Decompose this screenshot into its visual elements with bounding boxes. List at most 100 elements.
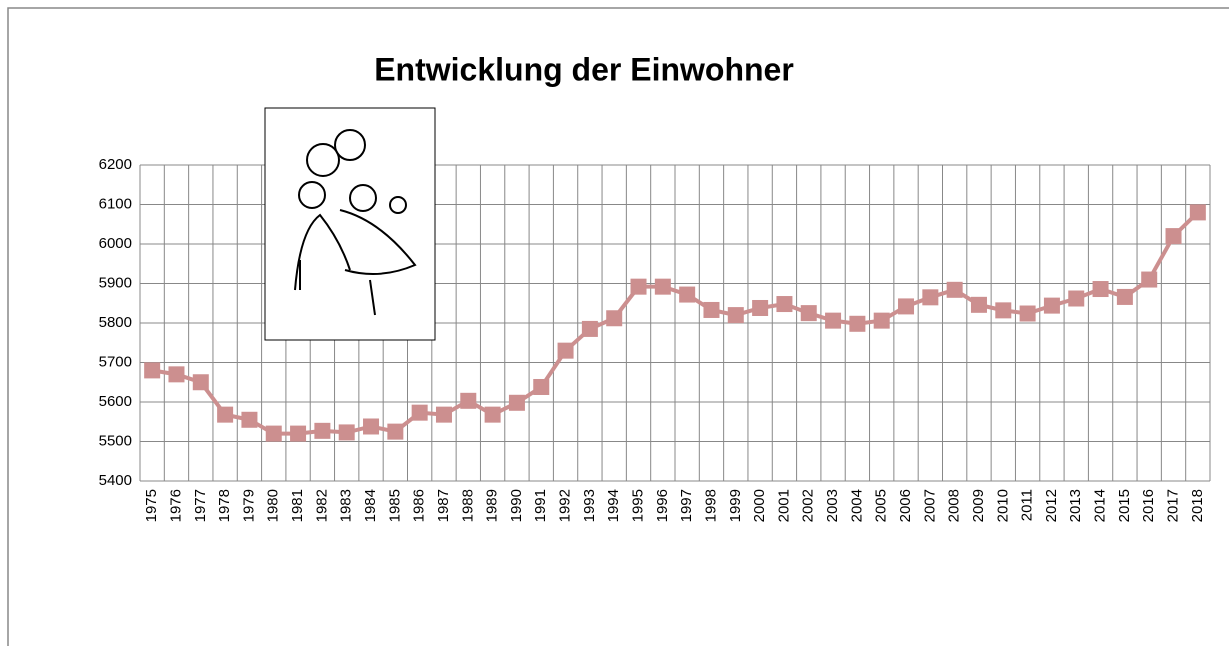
- y-tick-label: 6100: [99, 195, 132, 212]
- x-tick-label: 1996: [654, 489, 671, 522]
- x-tick-label: 2009: [970, 489, 987, 522]
- data-point: [412, 405, 428, 421]
- data-point: [752, 300, 768, 316]
- data-point: [1044, 298, 1060, 314]
- y-tick-label: 5800: [99, 314, 132, 331]
- data-point: [144, 362, 160, 378]
- data-point: [801, 305, 817, 321]
- data-point: [1093, 281, 1109, 297]
- x-tick-label: 1982: [313, 489, 330, 522]
- data-point: [606, 310, 622, 326]
- x-tick-label: 1986: [411, 489, 428, 522]
- x-tick-label: 1989: [484, 489, 501, 522]
- data-point: [849, 316, 865, 332]
- x-tick-label: 1976: [167, 489, 184, 522]
- data-point: [922, 289, 938, 305]
- picture: [265, 108, 435, 340]
- x-tick-label: 2002: [800, 489, 817, 522]
- data-point: [655, 279, 671, 295]
- data-point: [1117, 289, 1133, 305]
- data-point: [509, 395, 525, 411]
- data-point: [387, 424, 403, 440]
- x-tick-label: 2003: [824, 489, 841, 522]
- data-point: [314, 423, 330, 439]
- x-tick-label: 1993: [581, 489, 598, 522]
- data-point: [1141, 272, 1157, 288]
- data-point: [1068, 291, 1084, 307]
- x-tick-label: 1992: [557, 489, 574, 522]
- x-tick-label: 2004: [848, 489, 865, 522]
- data-point: [241, 412, 257, 428]
- data-point: [533, 379, 549, 395]
- x-tick-label: 1983: [338, 489, 355, 522]
- x-tick-label: 2011: [1019, 489, 1036, 521]
- x-tick-label: 1975: [143, 489, 160, 522]
- data-point: [728, 307, 744, 323]
- data-point: [947, 282, 963, 298]
- y-tick-label: 5700: [99, 353, 132, 370]
- data-point: [193, 374, 209, 390]
- data-point: [266, 426, 282, 442]
- data-point: [971, 297, 987, 313]
- x-tick-label: 1977: [192, 489, 209, 522]
- data-point: [631, 279, 647, 295]
- data-point: [558, 343, 574, 359]
- x-tick-label: 2013: [1067, 489, 1084, 522]
- data-point: [1166, 228, 1182, 244]
- x-tick-label: 1987: [435, 489, 452, 522]
- y-tick-label: 5500: [99, 432, 132, 449]
- data-point: [460, 393, 476, 409]
- chart: Entwicklung der Einwohner 5400 5500 5600 57…: [0, 0, 1229, 646]
- data-point: [703, 302, 719, 318]
- data-point: [679, 287, 695, 303]
- data-point: [825, 313, 841, 329]
- data-point: [363, 418, 379, 434]
- x-tick-label: 1998: [702, 489, 719, 522]
- y-tick-label: 6200: [99, 156, 132, 173]
- chart-border: [8, 8, 1229, 646]
- y-tick-label: 5600: [99, 393, 132, 410]
- data-point: [1190, 204, 1206, 220]
- x-tick-label: 2016: [1140, 489, 1157, 522]
- x-tick-label: 1980: [265, 489, 282, 522]
- y-tick-label: 5900: [99, 274, 132, 291]
- x-tick-label: 1997: [678, 489, 695, 522]
- data-point: [290, 426, 306, 442]
- x-tick-label: 1991: [532, 489, 549, 522]
- x-tick-label: 2010: [994, 489, 1011, 522]
- data-point: [1020, 306, 1036, 322]
- x-tick-label: 1990: [508, 489, 525, 522]
- x-tick-label: 2017: [1164, 489, 1181, 522]
- x-tick-label: 1999: [727, 489, 744, 522]
- x-tick-label: 1994: [605, 489, 622, 522]
- x-tick-label: 2008: [946, 489, 963, 522]
- x-tick-label: 2014: [1092, 489, 1109, 522]
- x-tick-label: 1984: [362, 489, 379, 522]
- data-point: [436, 407, 452, 423]
- x-tick-label: 2012: [1043, 489, 1060, 522]
- x-tick-label: 2006: [897, 489, 914, 522]
- x-tick-label: 2015: [1116, 489, 1133, 522]
- x-tick-label: 2005: [873, 489, 890, 522]
- y-tick-label: 6000: [99, 235, 132, 252]
- x-tick-label: 1995: [629, 489, 646, 522]
- data-point: [995, 302, 1011, 318]
- x-tick-label: 1978: [216, 489, 233, 522]
- chart-title: Entwicklung der Einwohner: [374, 51, 794, 87]
- data-point: [339, 424, 355, 440]
- y-tick-label: 5400: [99, 472, 132, 489]
- data-point: [898, 298, 914, 314]
- x-tick-label: 1985: [386, 489, 403, 522]
- x-tick-label: 2001: [775, 489, 792, 522]
- x-tick-label: 2018: [1189, 489, 1206, 522]
- data-point: [874, 313, 890, 329]
- data-point: [582, 321, 598, 337]
- data-point: [217, 407, 233, 423]
- data-point: [776, 296, 792, 312]
- x-tick-label: 2000: [751, 489, 768, 522]
- data-point: [168, 366, 184, 382]
- x-tick-label: 1979: [240, 489, 257, 522]
- data-point: [485, 407, 501, 423]
- x-tick-label: 1988: [459, 489, 476, 522]
- x-tick-label: 1981: [289, 489, 306, 522]
